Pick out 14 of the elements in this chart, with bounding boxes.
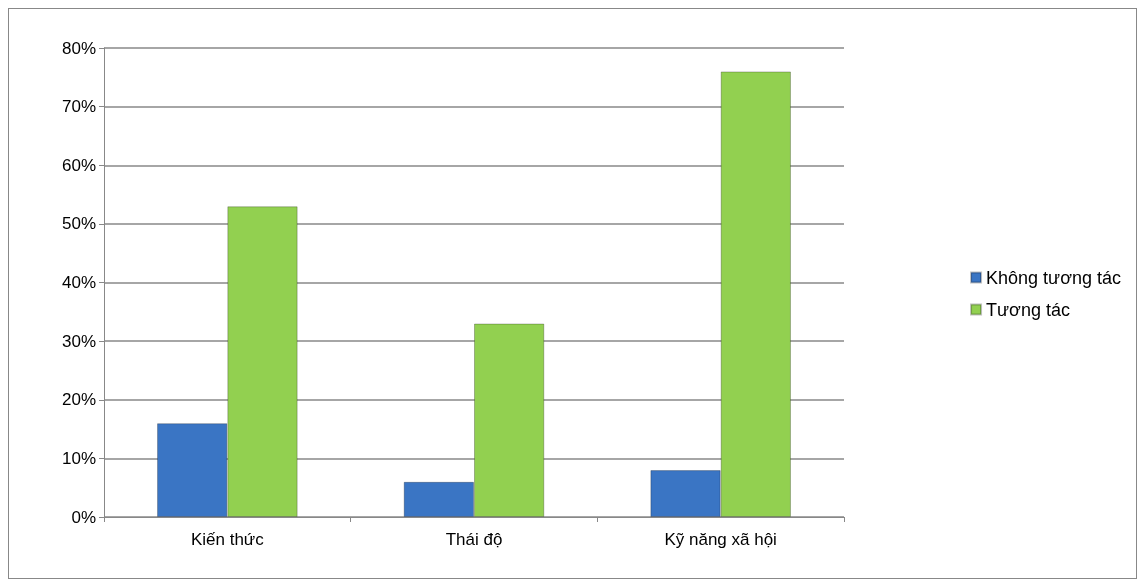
y-tick-label: 10% <box>61 448 96 468</box>
legend-label: Tương tác <box>986 299 1070 320</box>
y-tick-label: 20% <box>61 390 96 410</box>
y-tick-label: 60% <box>61 155 96 175</box>
x-tick-label: Kỹ năng xã hội <box>664 530 777 549</box>
y-tick-label: 40% <box>61 273 96 292</box>
y-tick-label: 50% <box>61 214 96 234</box>
y-tick-label: 0% <box>71 507 96 527</box>
y-tick-label: 80% <box>61 38 96 58</box>
legend-label: Không tương tác <box>986 267 1122 288</box>
x-tick-label: Thái độ <box>445 530 503 549</box>
x-tick-label: Kiến thức <box>190 530 265 549</box>
y-tick-label: 30% <box>61 331 96 351</box>
y-tick-label: 70% <box>61 97 96 117</box>
